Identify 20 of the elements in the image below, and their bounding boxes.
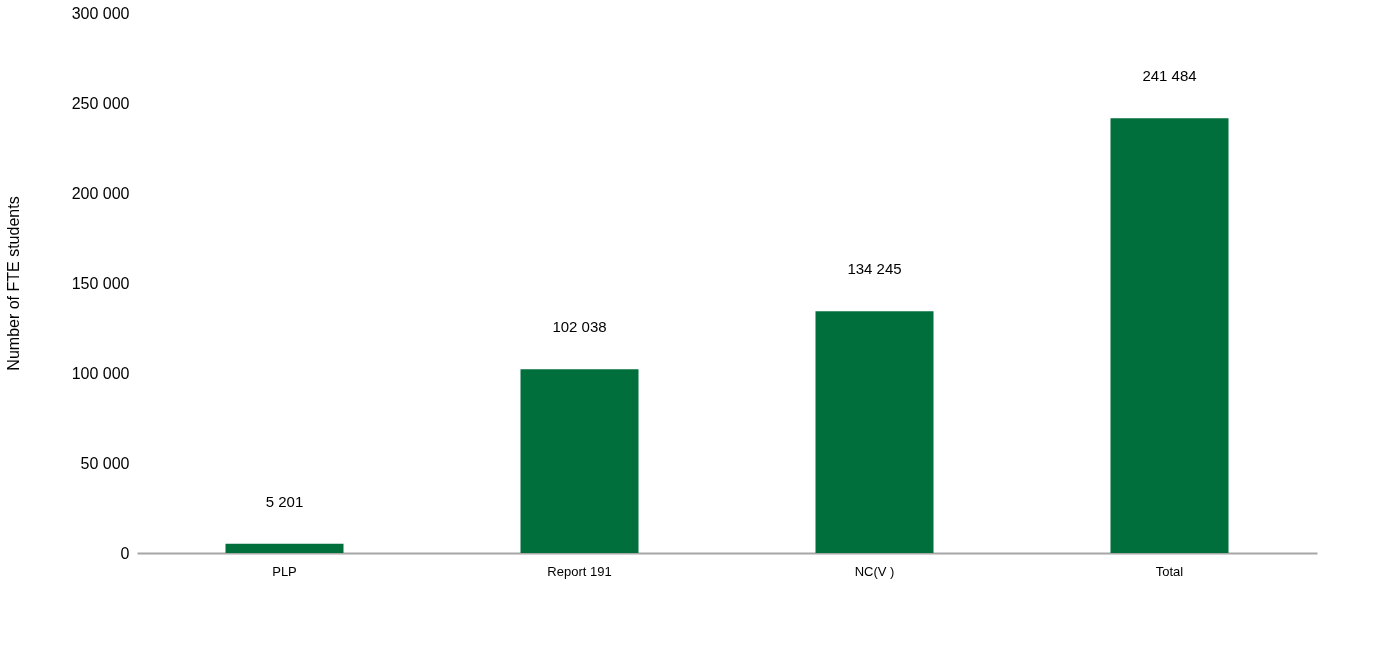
data-label: 134 245 [847,260,902,278]
y-tick-label: 150 000 [71,274,130,292]
x-tick-label: Total [1155,563,1184,579]
y-tick-label: 100 000 [71,364,130,382]
y-tick-label: 250 000 [71,94,130,112]
y-axis-title: Number of FTE students [4,196,22,371]
x-tick-label: PLP [272,563,297,579]
y-tick-label: 50 000 [80,454,130,472]
data-label: 241 484 [1142,67,1197,85]
bar [1110,118,1229,553]
y-tick-label: 200 000 [71,184,130,202]
x-tick-label: Report 191 [547,563,612,579]
bar [520,369,639,553]
bar [815,311,934,553]
y-tick-label: 0 [120,544,130,562]
data-label: 5 201 [265,492,304,510]
y-tick-label: 300 000 [71,4,130,22]
bar [225,543,344,553]
x-tick-label: NC(V ) [854,563,895,579]
data-label: 102 038 [552,318,607,336]
